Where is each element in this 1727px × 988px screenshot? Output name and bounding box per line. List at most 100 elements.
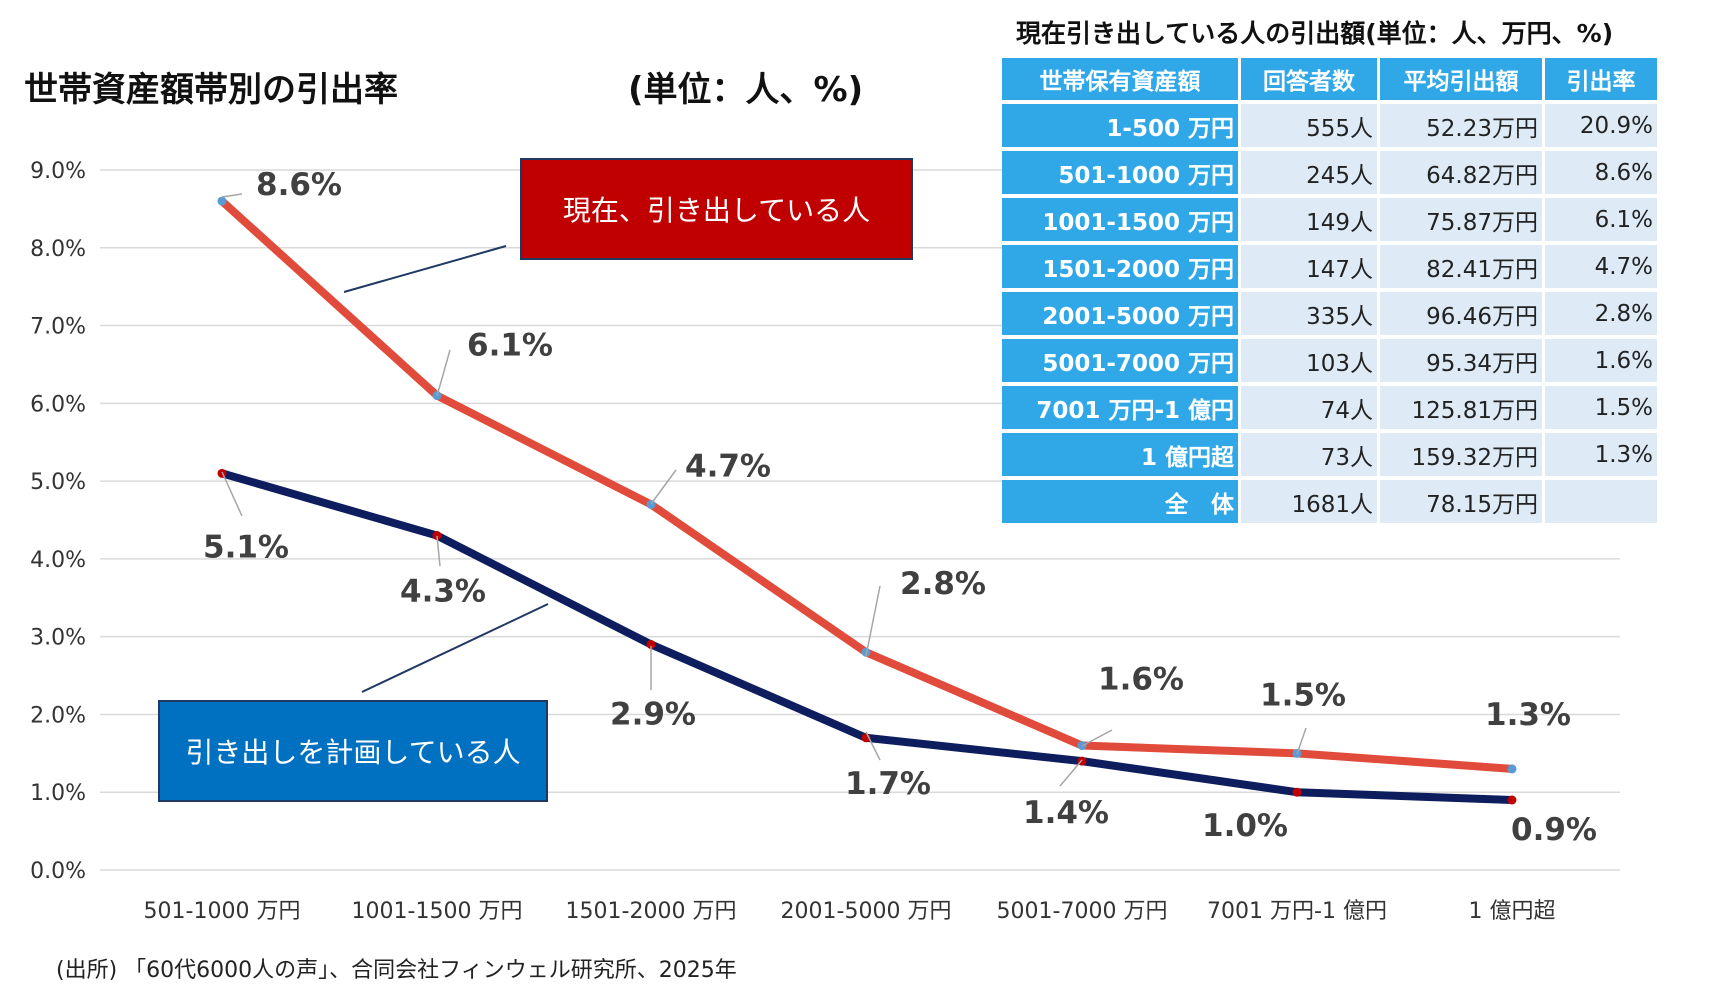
callout-leader-current — [343, 245, 507, 293]
table-cell: 64.82万円 — [1380, 151, 1545, 198]
table-cell: 2.8% — [1545, 292, 1660, 339]
source-note: (出所) 「60代6000人の声」、合同会社フィンウェル研究所、2025年 — [56, 958, 737, 983]
table-row-header: 1001-1500 万円 — [1002, 198, 1241, 245]
table-cell: 4.7% — [1545, 245, 1660, 292]
x-tick-label: 1501-2000 万円 — [566, 899, 737, 924]
table-header-row: 世帯保有資産額 回答者数 平均引出額 引出率 — [1002, 58, 1660, 104]
table-row: 1-500 万円 555人 52.23万円 20.9% — [1002, 104, 1660, 151]
data-label: 1.5% — [1260, 677, 1346, 713]
table-row: 全 体 1681人 78.15万円 — [1002, 480, 1660, 527]
table-cell: 555人 — [1241, 104, 1380, 151]
callout-leader-lines — [343, 245, 549, 693]
table-cell: 82.41万円 — [1380, 245, 1545, 292]
data-point — [646, 499, 656, 509]
table-cell — [1545, 480, 1660, 527]
chart-title: 世帯資産額帯別の引出率 — [24, 70, 398, 110]
table-header-avg-amount: 平均引出額 — [1380, 58, 1545, 104]
table-cell: 8.6% — [1545, 151, 1660, 198]
table-row-header: 2001-5000 万円 — [1002, 292, 1241, 339]
table-row: 2001-5000 万円 335人 96.46万円 2.8% — [1002, 292, 1660, 339]
label-leader-line — [221, 193, 243, 198]
y-tick-label: 2.0% — [30, 703, 86, 728]
data-label: 4.7% — [685, 448, 771, 484]
y-tick-label: 1.0% — [30, 781, 86, 806]
table-header-rate: 引出率 — [1545, 58, 1660, 104]
data-label: 1.7% — [845, 766, 931, 802]
y-tick-label: 3.0% — [30, 626, 86, 651]
withdrawal-table: 世帯保有資産額 回答者数 平均引出額 引出率 1-500 万円 555人 52.23… — [1002, 58, 1660, 527]
y-tick-label: 5.0% — [30, 470, 86, 495]
y-tick-label: 8.0% — [30, 237, 86, 262]
data-label: 6.1% — [467, 328, 553, 364]
callout-planning-withdrawal: 引き出しを計画している人 — [158, 700, 548, 802]
table-row-header: 5001-7000 万円 — [1002, 339, 1241, 386]
table-cell: 1681人 — [1241, 480, 1380, 527]
data-point — [1507, 764, 1517, 774]
data-label: 1.0% — [1202, 808, 1288, 844]
table-cell: 125.81万円 — [1380, 386, 1545, 433]
data-label: 0.9% — [1511, 812, 1597, 848]
data-point — [646, 639, 656, 649]
table-cell: 96.46万円 — [1380, 292, 1545, 339]
table-header-assets: 世帯保有資産額 — [1002, 58, 1241, 104]
table-row: 1 億円超 73人 159.32万円 1.3% — [1002, 433, 1660, 480]
data-point — [217, 196, 227, 206]
table-cell: 75.87万円 — [1380, 198, 1545, 245]
data-label: 2.9% — [610, 696, 696, 732]
x-axis-ticks: 501-1000 万円 1001-1500 万円 1501-2000 万円 2001-… — [144, 899, 1556, 924]
label-leader-line — [221, 471, 243, 517]
data-label: 4.3% — [400, 574, 486, 610]
table-cell: 1.6% — [1545, 339, 1660, 386]
table-cell: 52.23万円 — [1380, 104, 1545, 151]
y-tick-label: 7.0% — [30, 315, 86, 340]
x-tick-label: 1 億円超 — [1469, 899, 1556, 924]
data-point — [1507, 795, 1517, 805]
y-tick-label: 4.0% — [30, 548, 86, 573]
label-leader-line — [436, 349, 451, 397]
table-cell: 95.34万円 — [1380, 339, 1545, 386]
table-header-respondents: 回答者数 — [1241, 58, 1380, 104]
data-labels: 8.6% 6.1% 4.7% 2.8% 1.6% 1.5% 1.3% 5.1% 4.3% 2.9%… — [203, 167, 1597, 848]
table-row-header: 全 体 — [1002, 480, 1241, 527]
data-label: 8.6% — [256, 167, 342, 203]
table-cell: 1.5% — [1545, 386, 1660, 433]
table-cell: 74人 — [1241, 386, 1380, 433]
data-label: 1.6% — [1098, 662, 1184, 698]
chart-unit-label: (単位：人、%) — [628, 70, 864, 110]
data-point — [1292, 787, 1302, 797]
table-cell: 245人 — [1241, 151, 1380, 198]
table-cell: 73人 — [1241, 433, 1380, 480]
table-row-header: 501-1000 万円 — [1002, 151, 1241, 198]
table-row-header: 1-500 万円 — [1002, 104, 1241, 151]
table-row: 5001-7000 万円 103人 95.34万円 1.6% — [1002, 339, 1660, 386]
table-row: 1001-1500 万円 149人 75.87万円 6.1% — [1002, 198, 1660, 245]
table-title: 現在引き出している人の引出額(単位：人、万円、%) — [1016, 19, 1614, 48]
data-label: 1.3% — [1485, 697, 1571, 733]
table-cell: 149人 — [1241, 198, 1380, 245]
table-row: 1501-2000 万円 147人 82.41万円 4.7% — [1002, 245, 1660, 292]
data-label: 2.8% — [900, 566, 986, 602]
callout-current-withdrawing: 現在、引き出している人 — [520, 158, 913, 260]
table-row-header: 1 億円超 — [1002, 433, 1241, 480]
table-row-header: 1501-2000 万円 — [1002, 245, 1241, 292]
table-row-header: 7001 万円-1 億円 — [1002, 386, 1241, 433]
x-tick-label: 7001 万円-1 億円 — [1207, 899, 1387, 924]
x-tick-label: 1001-1500 万円 — [352, 899, 523, 924]
label-leader-line — [650, 469, 677, 505]
y-axis-ticks: 0.0% 1.0% 2.0% 3.0% 4.0% 5.0% 6.0% 7.0% 8.0% 9.0% — [30, 159, 86, 884]
table-cell: 147人 — [1241, 245, 1380, 292]
label-leader-line — [865, 731, 881, 761]
data-label: 1.4% — [1023, 795, 1109, 831]
data-point — [432, 531, 442, 541]
x-tick-label: 2001-5000 万円 — [781, 899, 952, 924]
label-leader-line — [1081, 729, 1113, 747]
table-cell: 6.1% — [1545, 198, 1660, 245]
table-body: 1-500 万円 555人 52.23万円 20.9% 501-1000 万円 245人 6… — [1002, 104, 1660, 527]
table-cell: 78.15万円 — [1380, 480, 1545, 527]
data-label: 5.1% — [203, 529, 289, 565]
y-tick-label: 0.0% — [30, 859, 86, 884]
x-tick-label: 5001-7000 万円 — [997, 899, 1168, 924]
label-leader-line — [436, 535, 441, 567]
label-leader-line — [1059, 759, 1083, 787]
